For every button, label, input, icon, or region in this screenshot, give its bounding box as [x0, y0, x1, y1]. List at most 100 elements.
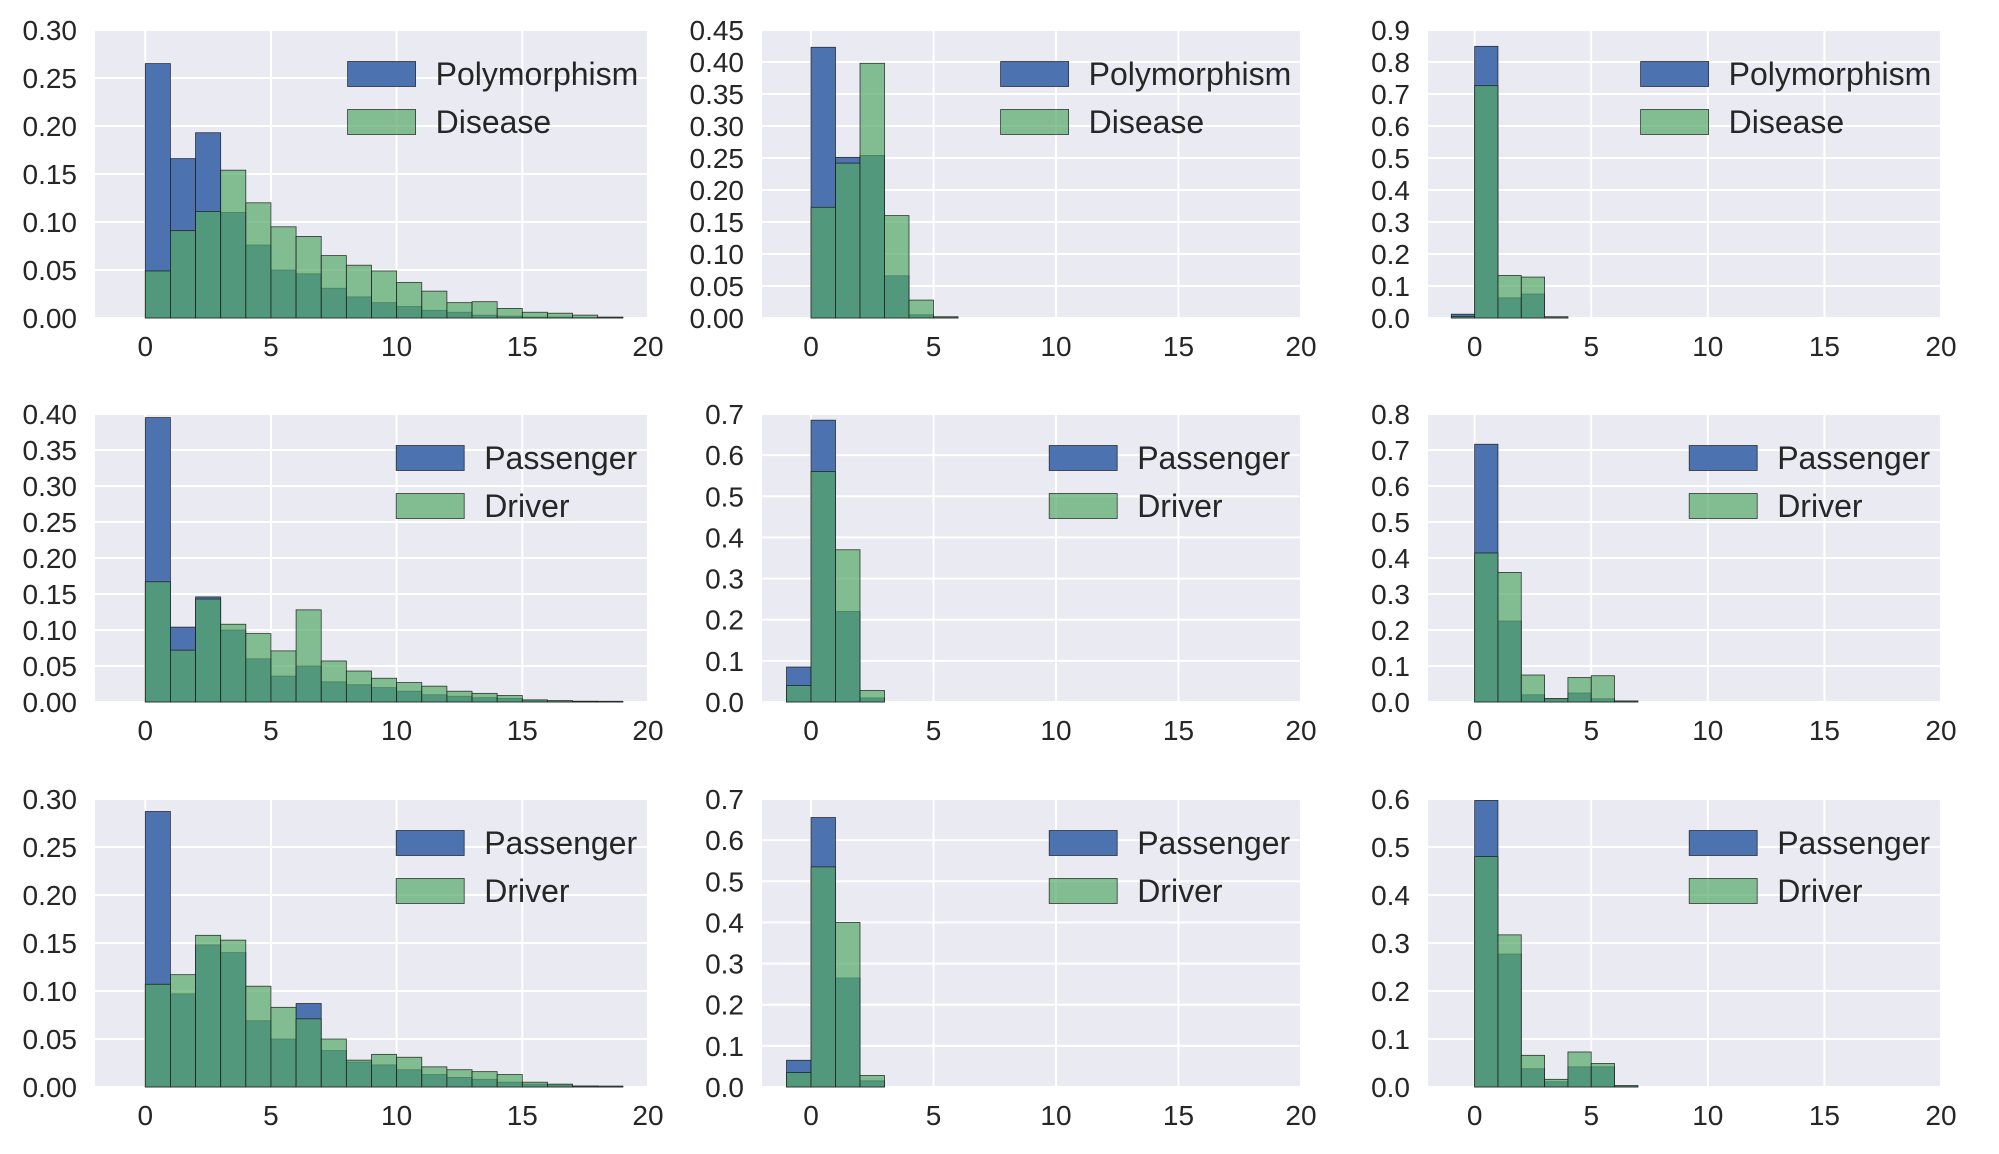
- bar-driver-0: [144, 983, 171, 1088]
- bar-disease-8: [345, 264, 372, 319]
- x-tick-label: 10: [1692, 1100, 1723, 1131]
- legend-label-driver: Driver: [1137, 873, 1223, 909]
- y-tick-label: 0.10: [690, 239, 745, 270]
- bar-driver-14: [496, 1074, 523, 1088]
- x-tick-label: 5: [263, 715, 279, 746]
- legend: Polymorphism Disease: [1000, 56, 1292, 140]
- y-tick-label: 0.6: [1371, 471, 1410, 502]
- x-tick-label: 20: [1285, 1100, 1316, 1131]
- bar-disease-4: [908, 299, 934, 319]
- y-tick-label: 0.6: [705, 825, 744, 856]
- bar-driver-16: [547, 700, 573, 703]
- y-tick-label: 0.5: [705, 481, 744, 512]
- x-tick-label: 15: [1809, 1100, 1840, 1131]
- legend-label-polymorphism: Polymorphism: [1089, 56, 1292, 92]
- y-tick-label: 0.6: [1371, 111, 1410, 142]
- y-tick-label: 0.15: [23, 579, 78, 610]
- y-tick-label: 0.25: [23, 832, 78, 863]
- bar-driver-10: [396, 682, 423, 703]
- legend-swatch-disease: [1640, 109, 1709, 135]
- y-tick-label: 0.30: [23, 15, 78, 46]
- y-tick-label: 0.8: [1371, 47, 1410, 78]
- y-tick-label: 0.7: [705, 784, 744, 815]
- y-tick-label: 0.2: [1371, 239, 1410, 270]
- bar-driver-1: [810, 471, 836, 703]
- x-tick-label: 15: [1163, 1100, 1194, 1131]
- y-tick-label: 0.3: [1371, 207, 1410, 238]
- legend-label-disease: Disease: [1729, 104, 1845, 140]
- y-tick-label: 0.45: [690, 15, 745, 46]
- y-tick-label: 0.5: [1371, 507, 1410, 538]
- bar-driver-12: [446, 1069, 473, 1088]
- y-tick-label: 0.10: [23, 615, 78, 646]
- bar-driver-6: [295, 609, 322, 703]
- histogram-panel-row3-col1: 0 5 10 15 20 0.00 0.05 0.10 0.15 0.20 0.25 0.30 Pass…: [23, 784, 664, 1131]
- legend-label-driver: Driver: [484, 873, 570, 909]
- bar-driver-1: [170, 974, 196, 1088]
- bar-disease-5: [933, 316, 959, 319]
- bar-disease-15: [521, 311, 548, 319]
- legend-swatch-passenger: [395, 445, 465, 471]
- histogram-panel-row3-col3: 0 5 10 15 20 0.0 0.1 0.2 0.3 0.4 0.5 0.6 Passenger Dr…: [1371, 784, 1957, 1131]
- legend-swatch-driver: [1688, 878, 1758, 904]
- bar-driver-9: [371, 677, 398, 703]
- y-tick-label: 0.2: [705, 990, 744, 1021]
- legend-label-driver: Driver: [1137, 488, 1223, 524]
- legend-label-polymorphism: Polymorphism: [1729, 56, 1932, 92]
- x-tick-label: 20: [1285, 331, 1316, 362]
- bar-driver-11: [421, 685, 448, 703]
- bar-disease-9: [371, 270, 398, 319]
- legend-label-polymorphism: Polymorphism: [436, 56, 639, 92]
- bar-driver-15: [521, 699, 548, 703]
- y-tick-label: 0.10: [23, 976, 78, 1007]
- histogram-panel-row3-col2: 0 5 10 15 20 0.0 0.1 0.2 0.3 0.4 0.5 0.6 0.7 Passenge…: [705, 784, 1317, 1131]
- bar-disease-2: [1497, 275, 1522, 319]
- y-tick-label: 0.1: [705, 1031, 744, 1062]
- y-tick-label: 0.30: [23, 471, 78, 502]
- bar-driver-10: [396, 1056, 423, 1088]
- bar-driver-6: [1614, 1085, 1639, 1088]
- y-tick-label: 0.0: [705, 1072, 744, 1103]
- y-tick-label: 0.25: [23, 63, 78, 94]
- bar-driver-18: [597, 700, 624, 703]
- bar-driver-2: [195, 934, 222, 1088]
- x-tick-label: 15: [1809, 715, 1840, 746]
- y-tick-label: 0.2: [705, 605, 744, 636]
- y-tick-label: 0.5: [1371, 832, 1410, 863]
- bar-driver-5: [1590, 1063, 1615, 1088]
- legend-label-passenger: Passenger: [1137, 440, 1290, 476]
- bar-driver-4: [1567, 677, 1592, 703]
- y-tick-label: 0.20: [23, 543, 78, 574]
- x-tick-label: 5: [926, 331, 942, 362]
- bar-driver-3: [859, 1075, 885, 1088]
- bar-driver-8: [345, 1059, 372, 1088]
- y-tick-label: 0.5: [705, 866, 744, 897]
- y-tick-label: 0.05: [690, 271, 745, 302]
- bar-driver-0: [786, 1072, 812, 1088]
- y-tick-label: 0.6: [1371, 784, 1410, 815]
- x-tick-label: 20: [1925, 331, 1956, 362]
- y-tick-label: 0.5: [1371, 143, 1410, 174]
- y-tick-label: 0.4: [705, 522, 744, 553]
- bar-disease-2: [195, 211, 222, 319]
- legend-label-passenger: Passenger: [1777, 825, 1930, 861]
- legend-swatch-driver: [1048, 493, 1118, 519]
- legend-label-passenger: Passenger: [1137, 825, 1290, 861]
- y-tick-label: 0.05: [23, 1024, 78, 1055]
- histogram-panel-row2-col1: 0 5 10 15 20 0.00 0.05 0.10 0.15 0.20 0.25 0.30 0.35…: [23, 399, 664, 746]
- y-tick-label: 0.00: [23, 687, 78, 718]
- histogram-panel-row1-col2: 0 5 10 15 20 0.000.050.100.150.200.250.300.35…: [690, 15, 1317, 362]
- bar-driver-4: [1567, 1051, 1592, 1088]
- legend: Passenger Driver: [1688, 825, 1931, 909]
- x-tick-label: 10: [1040, 331, 1071, 362]
- y-tick-label: 0.00: [23, 1072, 78, 1103]
- x-tick-label: 15: [1163, 715, 1194, 746]
- legend-swatch-driver: [1688, 493, 1758, 519]
- legend-label-disease: Disease: [436, 104, 552, 140]
- x-tick-label: 10: [381, 715, 412, 746]
- legend-swatch-driver: [395, 493, 465, 519]
- y-tick-label: 0.05: [23, 651, 78, 682]
- legend-swatch-disease: [347, 109, 417, 135]
- y-tick-label: 0.3: [1371, 928, 1410, 959]
- y-tick-label: 0.00: [23, 303, 78, 334]
